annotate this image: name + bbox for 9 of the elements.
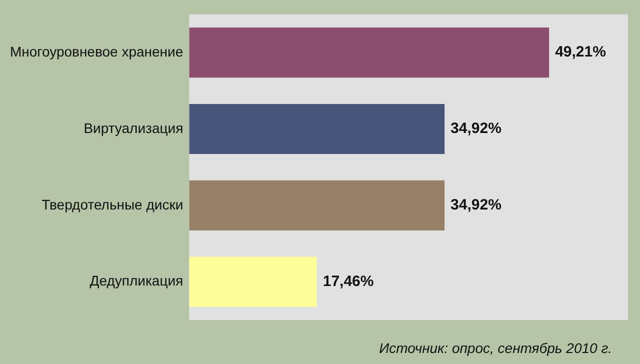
data-label: 34,92% (450, 196, 502, 214)
y-tick-label: Виртуализация (84, 120, 184, 136)
data-label: 17,46% (322, 272, 374, 290)
y-tick-label: Дедупликация (90, 272, 184, 289)
y-tick-label: Твердотельные диски (42, 196, 184, 212)
data-label: 49,21% (555, 44, 606, 61)
data-label: 34,92% (450, 120, 502, 138)
y-tick-label: Многоуровневое хранение (10, 43, 184, 60)
text: Источник: опрос, сентябрь 2010 г. (379, 340, 612, 356)
